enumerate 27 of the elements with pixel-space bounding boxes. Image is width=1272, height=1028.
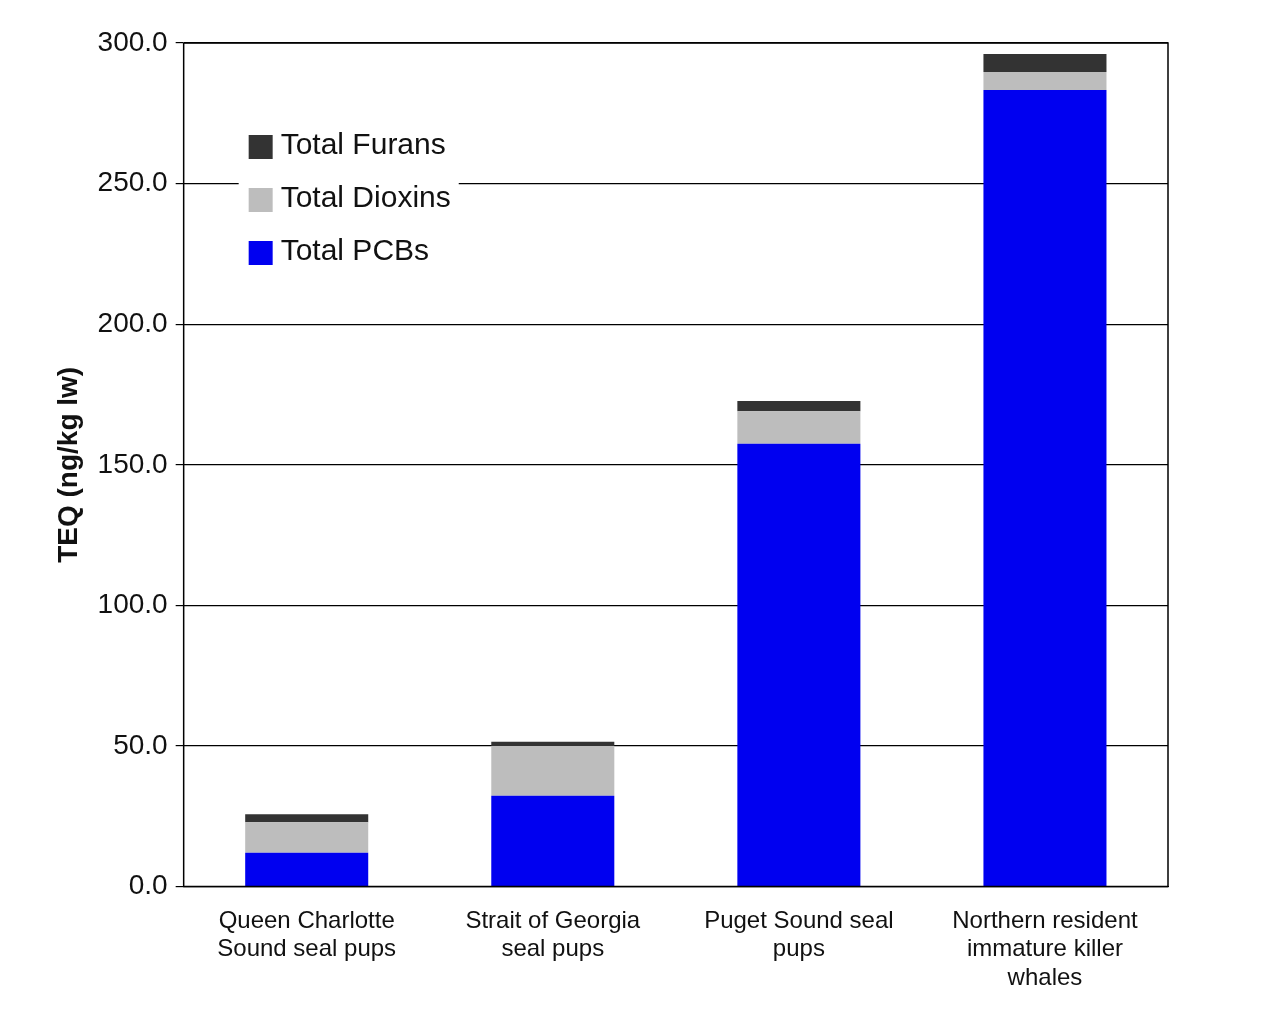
bar bbox=[737, 443, 861, 886]
y-axis-title: TEQ (ng/kg lw) bbox=[51, 366, 83, 563]
x-tick-label: Strait of Georgia seal pups bbox=[465, 905, 641, 962]
legend-label: Total Furans bbox=[280, 127, 446, 161]
x-tick-label: Northern resident immature killer whales bbox=[952, 905, 1138, 991]
bar bbox=[983, 71, 1107, 90]
bar bbox=[737, 411, 861, 444]
legend-label: Total PCBs bbox=[280, 233, 430, 267]
y-tick-label: 150.0 bbox=[97, 447, 168, 479]
bar bbox=[245, 822, 369, 853]
bar bbox=[983, 53, 1107, 72]
bar bbox=[245, 814, 369, 823]
bar bbox=[983, 89, 1107, 886]
bar bbox=[245, 852, 369, 886]
x-tick-label: Queen Charlotte Sound seal pups bbox=[217, 905, 397, 962]
y-tick-label: 200.0 bbox=[97, 306, 168, 338]
y-tick-label: 0.0 bbox=[128, 869, 168, 901]
y-tick-label: 300.0 bbox=[97, 25, 168, 57]
bar bbox=[737, 400, 861, 412]
x-tick-label: Puget Sound seal pups bbox=[704, 905, 894, 962]
bar bbox=[491, 795, 615, 886]
y-tick-label: 250.0 bbox=[97, 166, 168, 198]
bar bbox=[491, 741, 615, 746]
bar bbox=[491, 746, 615, 796]
legend-label: Total Dioxins bbox=[280, 180, 451, 214]
y-tick-label: 50.0 bbox=[113, 728, 168, 760]
y-tick-label: 100.0 bbox=[97, 588, 168, 620]
